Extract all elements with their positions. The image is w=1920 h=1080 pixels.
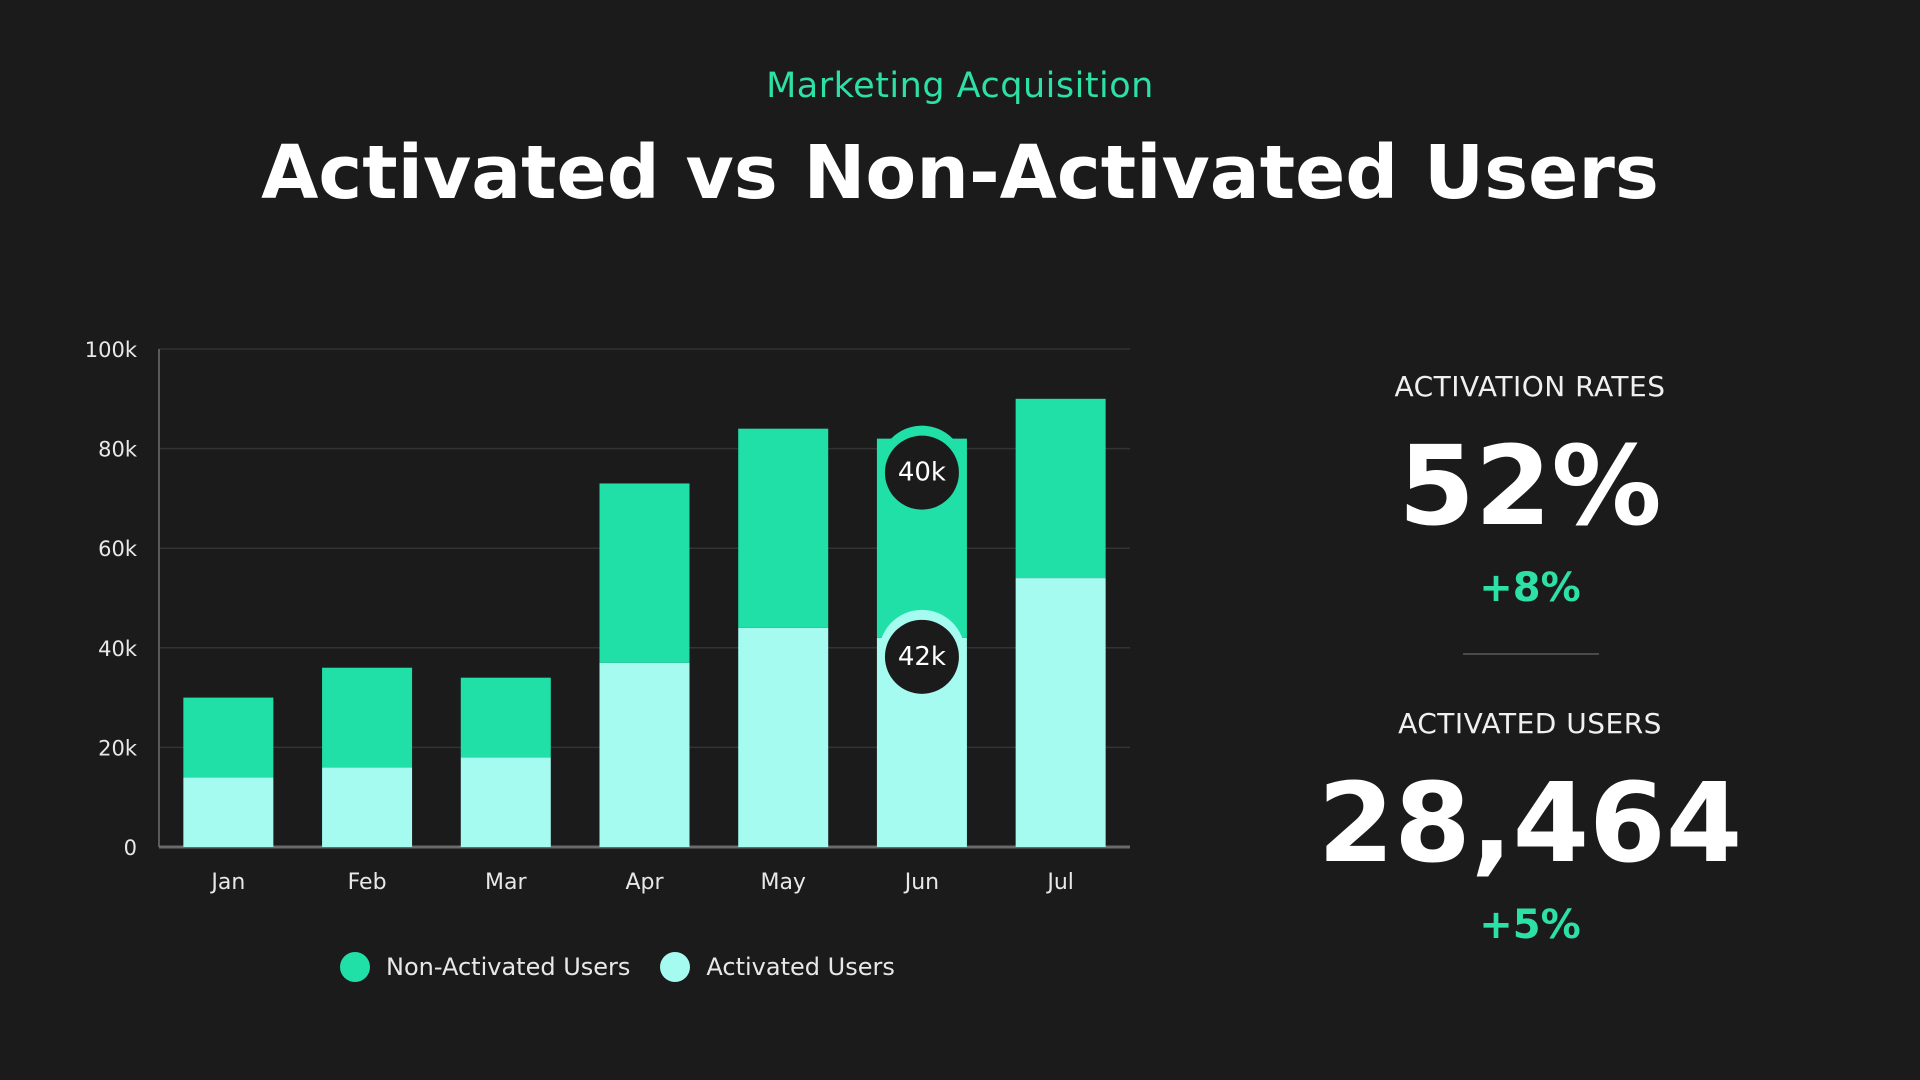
kpi-activated-users-delta: +5% [1479,902,1581,948]
x-tick-label: Apr [625,870,664,895]
y-tick-label: 0 [124,836,137,860]
callout-label: 40k [898,458,946,488]
bar-activated-mar [460,757,551,847]
x-tick-label: Jan [209,870,245,895]
bar-activated-feb [322,767,413,847]
legend-label-activated: Activated Users [706,953,895,981]
page-subtitle: Marketing Acquisition [766,66,1154,106]
callout-label: 42k [898,642,946,672]
legend-dot-activated [660,952,691,982]
kpi-divider [1463,653,1599,655]
kpi-activation-rates-value: 52% [1398,422,1662,550]
legend-item-activated: Activated Users [660,952,895,982]
bar-non-activated-jan [183,697,274,778]
y-tick-label: 80k [98,438,138,462]
x-tick-label: Jul [1045,870,1074,895]
callout-bubble [884,619,959,694]
bar-non-activated-may [738,428,829,628]
bar-activated-may [738,627,829,847]
kpi-activation-rates-label: ACTIVATION RATES [1394,370,1666,403]
kpi-activation-rates-delta: +8% [1479,565,1581,611]
kpi-activation-rates: ACTIVATION RATES 52% +8% [1230,370,1830,611]
y-tick-label: 40k [98,637,138,661]
y-tick-label: 100k [85,338,138,362]
x-tick-label: Feb [348,870,387,895]
x-tick-label: Jun [903,870,939,895]
legend-label-non-activated: Non-Activated Users [386,953,631,981]
bar-activated-apr [599,662,690,847]
kpi-activated-users-label: ACTIVATED USERS [1398,707,1662,740]
x-tick-label: May [760,870,805,895]
bar-non-activated-jul [1015,398,1106,579]
y-tick-label: 60k [98,537,138,561]
legend-item-non-activated: Non-Activated Users [340,952,630,982]
kpi-activated-users-value: 28,464 [1317,759,1743,887]
chart-legend: Non-Activated Users Activated Users [340,952,925,982]
page-title: Activated vs Non-Activated Users [261,130,1659,216]
bar-non-activated-apr [599,483,690,663]
bar-non-activated-feb [322,667,413,768]
callout-bubble [884,435,959,510]
bar-activated-jan [183,777,274,847]
bar-non-activated-mar [460,677,551,758]
bar-activated-jul [1015,578,1106,847]
x-tick-label: Mar [485,870,527,895]
y-tick-label: 20k [98,736,138,760]
kpi-activated-users: ACTIVATED USERS 28,464 +5% [1230,707,1830,948]
legend-dot-non-activated [340,952,370,982]
